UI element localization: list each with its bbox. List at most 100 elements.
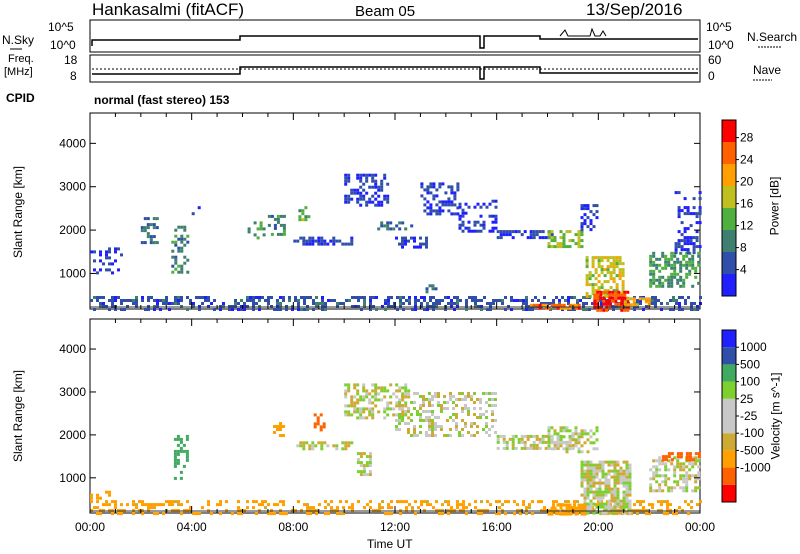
heatmap-cell bbox=[120, 308, 123, 311]
heatmap-cell bbox=[480, 500, 483, 504]
heatmap-cell bbox=[276, 425, 279, 428]
heatmap-cell bbox=[604, 484, 608, 488]
heatmap-cell bbox=[425, 242, 428, 246]
heatmap-cell bbox=[356, 191, 360, 195]
heatmap-cell bbox=[359, 464, 363, 468]
heatmap-cell bbox=[404, 404, 408, 408]
heatmap-cell bbox=[174, 258, 178, 262]
heatmap-cell bbox=[601, 463, 605, 467]
heatmap-cell bbox=[585, 308, 588, 311]
heatmap-cell bbox=[688, 269, 692, 273]
heatmap-cell bbox=[440, 428, 443, 431]
heatmap-cell bbox=[356, 389, 360, 393]
heatmap-cell bbox=[677, 215, 681, 219]
heatmap-cell bbox=[419, 407, 422, 410]
heatmap-cell bbox=[591, 256, 595, 260]
heatmap-cell bbox=[108, 256, 111, 260]
heatmap-cell bbox=[156, 512, 159, 516]
heatmap-cell bbox=[425, 290, 429, 294]
heatmap-cell bbox=[667, 468, 671, 472]
heatmap-cell bbox=[625, 505, 629, 509]
heatmap-cell bbox=[598, 490, 602, 494]
heatmap-cell bbox=[311, 447, 315, 451]
heatmap-cell bbox=[577, 233, 581, 237]
heatmap-cell bbox=[356, 392, 360, 396]
heatmap-cell bbox=[359, 194, 363, 198]
heatmap-cell bbox=[120, 503, 123, 507]
heatmap-cell bbox=[398, 242, 401, 246]
heatmap-cell bbox=[603, 289, 607, 293]
heatmap-cell bbox=[657, 299, 660, 302]
heatmap-cell bbox=[598, 496, 602, 500]
colorbar-tick-label: 1000 bbox=[740, 340, 767, 354]
heatmap-cell bbox=[141, 512, 144, 516]
heatmap-cell bbox=[625, 475, 629, 479]
heatmap-cell bbox=[597, 265, 601, 269]
heatmap-cell bbox=[432, 209, 436, 213]
heatmap-cell bbox=[664, 458, 668, 462]
heatmap-cell bbox=[604, 508, 608, 512]
heatmap-cell bbox=[589, 435, 593, 439]
heatmap-cell bbox=[298, 215, 302, 219]
heatmap-cell bbox=[601, 466, 605, 470]
heatmap-cell bbox=[513, 299, 516, 302]
heatmap-cell bbox=[695, 212, 699, 216]
heatmap-cell bbox=[635, 303, 639, 307]
heatmap-cell bbox=[617, 293, 621, 297]
heatmap-cell bbox=[353, 410, 357, 414]
x-tick-label: 04:00 bbox=[177, 520, 207, 534]
heatmap-cell bbox=[247, 230, 251, 234]
heatmap-cell bbox=[431, 428, 434, 431]
heatmap-cell bbox=[380, 398, 384, 402]
heatmap-cell bbox=[652, 272, 656, 276]
heatmap-cell bbox=[344, 404, 348, 408]
heatmap-cell bbox=[377, 392, 381, 396]
heatmap-cell bbox=[479, 413, 482, 416]
heatmap-cell bbox=[342, 506, 345, 510]
heatmap-cell bbox=[386, 407, 390, 411]
heatmap-cell bbox=[622, 490, 626, 494]
heatmap-cell bbox=[488, 392, 491, 395]
heatmap-cell bbox=[347, 444, 351, 448]
heatmap-cell bbox=[380, 200, 384, 204]
heatmap-cell bbox=[655, 263, 659, 267]
heatmap-cell bbox=[597, 262, 601, 266]
heatmap-cell bbox=[691, 260, 695, 264]
heatmap-cell bbox=[368, 410, 372, 414]
heatmap-cell bbox=[621, 289, 625, 293]
heatmap-cell bbox=[231, 308, 234, 311]
freq-label: Freq. bbox=[8, 53, 34, 65]
heatmap-cell bbox=[438, 302, 441, 305]
heatmap-cell bbox=[356, 383, 360, 387]
heatmap-cell bbox=[599, 308, 603, 312]
heatmap-cell bbox=[195, 296, 198, 299]
heatmap-cell bbox=[655, 465, 659, 469]
heatmap-cell bbox=[461, 419, 464, 422]
heatmap-cell bbox=[423, 296, 426, 299]
heatmap-cell bbox=[306, 512, 309, 516]
heatmap-cell bbox=[552, 299, 555, 302]
heatmap-cell bbox=[583, 460, 587, 464]
heatmap-cell bbox=[176, 434, 180, 438]
heatmap-cell bbox=[483, 296, 486, 299]
heatmap-cell bbox=[429, 299, 432, 302]
heatmap-cell bbox=[435, 302, 438, 305]
heatmap-cell bbox=[620, 308, 624, 312]
heatmap-cell bbox=[429, 185, 433, 189]
heatmap-cell bbox=[591, 292, 595, 296]
heatmap-cell bbox=[697, 465, 701, 469]
heatmap-cell bbox=[359, 473, 363, 477]
heatmap-cell bbox=[658, 263, 662, 267]
velocity-colorbar-label: Velocity [m s^-1] bbox=[768, 372, 783, 460]
heatmap-cell bbox=[320, 236, 324, 240]
heatmap-cell bbox=[597, 280, 601, 284]
heatmap-cell bbox=[586, 460, 590, 464]
heatmap-cell bbox=[625, 496, 629, 500]
heatmap-cell bbox=[580, 429, 584, 433]
heatmap-cell bbox=[353, 191, 357, 195]
heatmap-cell bbox=[189, 302, 192, 305]
heatmap-cell bbox=[180, 225, 184, 229]
heatmap-cell bbox=[432, 197, 436, 201]
heatmap-cell bbox=[603, 268, 607, 272]
heatmap-cell bbox=[502, 440, 506, 444]
